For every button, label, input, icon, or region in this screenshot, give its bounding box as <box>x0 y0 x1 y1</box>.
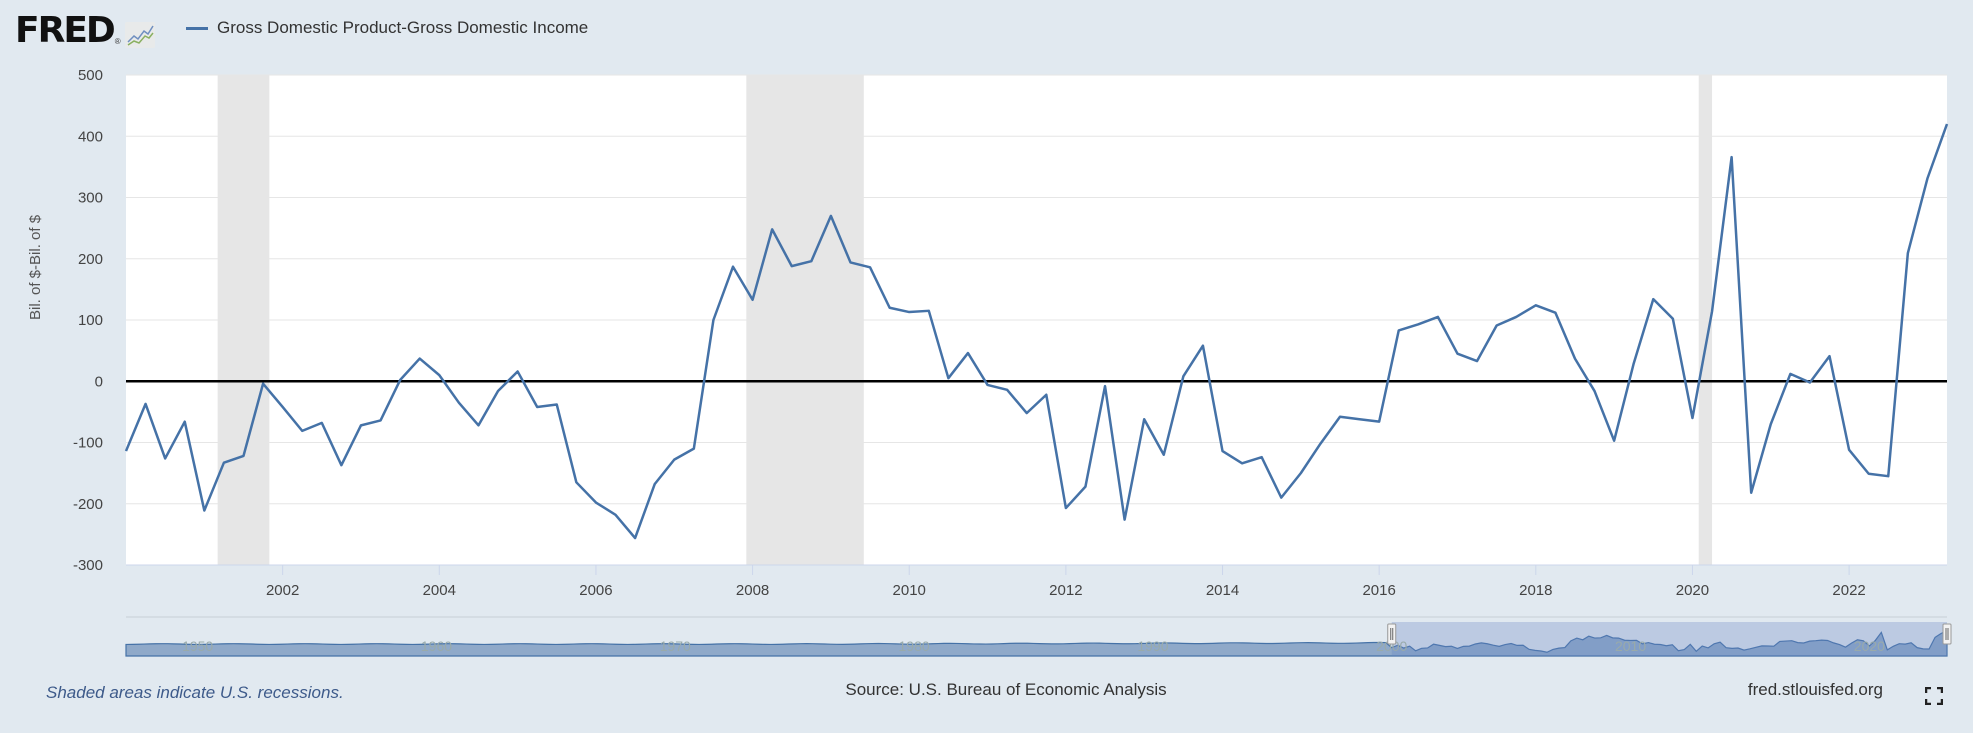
y-tick-label: -200 <box>73 496 103 513</box>
navigator-handle[interactable] <box>1942 623 1952 645</box>
y-tick-label: 400 <box>78 128 103 145</box>
logo-text: FRED <box>15 10 116 51</box>
legend-swatch <box>186 26 208 30</box>
x-tick-label: 2022 <box>1832 582 1865 599</box>
navigator-year-label: 1980 <box>899 638 930 654</box>
navigator-series <box>125 629 1948 657</box>
legend-label: Gross Domestic Product-Gross Domestic In… <box>217 18 589 37</box>
x-tick-label: 2020 <box>1676 582 1709 599</box>
legend-item[interactable]: Gross Domestic Product-Gross Domestic In… <box>186 18 588 38</box>
y-tick-label: 0 <box>95 373 103 390</box>
y-tick-label: 300 <box>78 190 103 207</box>
x-tick-label: 2014 <box>1206 582 1239 599</box>
x-tick-label: 2002 <box>266 582 299 599</box>
navigator-year-label: 1970 <box>660 638 691 654</box>
series-line <box>124 123 1949 540</box>
x-tick-label: 2008 <box>736 582 769 599</box>
x-tick-label: 2010 <box>893 582 926 599</box>
navigator-year-label: 2020 <box>1854 638 1885 654</box>
navigator-year-label: 1950 <box>182 638 213 654</box>
x-tick-label: 2018 <box>1519 582 1552 599</box>
x-tick-label: 2004 <box>423 582 456 599</box>
y-tick-label: -100 <box>73 435 103 452</box>
y-tick-label: -300 <box>73 557 103 574</box>
y-axis-title: Bil. of $-Bil. of $ <box>27 214 44 320</box>
y-tick-label: 200 <box>78 251 103 268</box>
fred-logo[interactable]: FRED ® <box>15 10 155 51</box>
source-text: Source: U.S. Bureau of Economic Analysis <box>845 680 1167 699</box>
x-tick-label: 2016 <box>1362 582 1395 599</box>
y-tick-label: 100 <box>78 312 103 329</box>
navigator-year-label: 1960 <box>421 638 452 654</box>
fred-url-link[interactable]: fred.stlouisfed.org <box>1747 680 1883 699</box>
navigator-year-label: 2010 <box>1615 638 1646 654</box>
x-tick-label: 2012 <box>1049 582 1082 599</box>
y-tick-label: 500 <box>78 67 103 84</box>
navigator-handle[interactable] <box>1387 623 1397 645</box>
navigator-selection[interactable] <box>1391 622 1947 656</box>
fullscreen-icon[interactable] <box>1925 687 1943 705</box>
navigator-year-label: 1990 <box>1137 638 1168 654</box>
recession-note: Shaded areas indicate U.S. recessions. <box>46 683 344 702</box>
registered-mark: ® <box>114 37 121 46</box>
x-tick-label: 2006 <box>579 582 612 599</box>
navigator-year-label: 2000 <box>1376 638 1407 654</box>
fred-graph-icon <box>124 22 155 48</box>
